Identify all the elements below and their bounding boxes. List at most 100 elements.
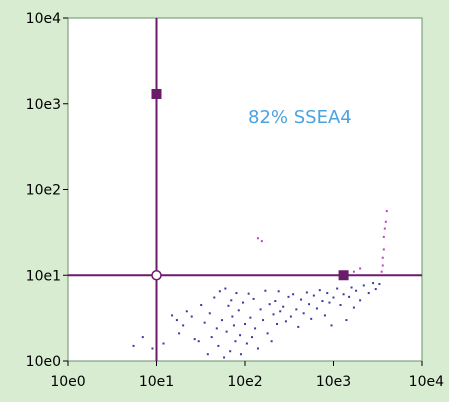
event-dot [382, 248, 385, 251]
event-dot [362, 284, 365, 287]
event-dot [321, 300, 324, 303]
event-dot [203, 321, 206, 324]
event-dot [247, 292, 250, 295]
event-dot [359, 267, 362, 270]
event-dot [315, 307, 318, 310]
event-dot [381, 264, 384, 267]
event-dots [132, 210, 388, 359]
event-dot [276, 323, 279, 326]
event-dot [171, 314, 174, 317]
event-dot [330, 324, 333, 327]
event-dot [256, 237, 259, 240]
event-dot [221, 319, 224, 322]
event-dot [268, 303, 271, 306]
event-dot [210, 336, 213, 339]
event-dot [251, 336, 254, 339]
event-dot [200, 303, 203, 306]
event-dot [372, 282, 375, 285]
event-dot [151, 347, 154, 350]
event-dot [295, 308, 298, 311]
x-tick-label: 10e3 [316, 374, 351, 390]
event-dot [249, 316, 252, 319]
event-dot [254, 327, 257, 330]
x-tick-label: 10e0 [50, 374, 85, 390]
event-dot [266, 332, 269, 335]
event-dot [355, 289, 358, 292]
event-dot [384, 220, 387, 223]
event-dot [215, 327, 218, 330]
event-dot [185, 310, 188, 313]
event-dot [208, 312, 211, 315]
event-dot [323, 314, 326, 317]
event-dot [382, 235, 385, 238]
gate-horizontal-handle[interactable] [338, 270, 349, 281]
event-dot [270, 340, 273, 343]
y-tick-label: 10e3 [26, 97, 61, 113]
quadrant-gate[interactable] [68, 18, 422, 361]
event-dot [350, 286, 353, 289]
event-dot [289, 315, 292, 318]
event-dot [352, 306, 355, 309]
event-dot [230, 299, 233, 302]
event-dot [336, 287, 339, 290]
x-tick-label: 10e1 [139, 374, 174, 390]
event-dot [225, 330, 228, 333]
event-dot [342, 293, 345, 296]
event-dot [359, 299, 362, 302]
event-dot [302, 312, 305, 315]
event-dot [300, 298, 303, 301]
x-axis: 10e0 10e1 10e2 10e3 10e4 [50, 361, 444, 390]
event-dot [239, 334, 242, 337]
event-dot [175, 319, 178, 322]
event-dot [197, 340, 200, 343]
event-dot [352, 270, 355, 273]
plot-area [67, 17, 423, 362]
annotation-label: 82% SSEA4 [248, 107, 352, 128]
event-dot [227, 304, 230, 307]
y-tick-label: 10e4 [26, 11, 61, 27]
event-dot [237, 309, 240, 312]
gate-center-handle[interactable] [151, 270, 162, 281]
event-dot [332, 296, 335, 299]
event-dot [292, 293, 295, 296]
event-dot [328, 301, 331, 304]
y-tick-label: 10e1 [26, 268, 61, 284]
gate-vertical-handle[interactable] [151, 88, 162, 99]
event-dot [234, 340, 237, 343]
event-dot [383, 227, 386, 230]
event-dot [193, 338, 196, 341]
event-dot [274, 300, 277, 303]
event-dot [380, 270, 383, 273]
event-dot [190, 315, 193, 318]
x-tick-label: 10e4 [409, 374, 444, 390]
event-dot [206, 353, 209, 356]
event-dot [287, 295, 290, 298]
event-dot [297, 325, 300, 328]
event-dot [232, 324, 235, 327]
x-tick-label: 10e2 [227, 374, 262, 390]
event-dot [218, 290, 221, 293]
event-dot [326, 292, 329, 295]
event-dot [244, 323, 246, 326]
event-dot [256, 347, 259, 350]
event-dot [132, 344, 135, 347]
event-dot [231, 315, 234, 318]
event-dot [245, 342, 248, 345]
event-dot [141, 336, 144, 339]
event-dot [277, 290, 280, 293]
event-dot [381, 256, 384, 259]
event-dot [264, 289, 267, 292]
event-dot [223, 356, 226, 359]
event-dot [284, 320, 287, 323]
event-dot [339, 303, 342, 306]
event-dot [305, 291, 308, 294]
event-dot [374, 288, 377, 291]
event-dot [310, 317, 313, 320]
y-tick-label: 10e0 [26, 354, 61, 370]
event-dot [348, 295, 351, 298]
event-dot [308, 303, 311, 306]
y-axis: 10e0 10e1 10e2 10e3 10e4 [26, 11, 68, 370]
event-dot [217, 344, 220, 347]
event-dot [378, 283, 381, 286]
